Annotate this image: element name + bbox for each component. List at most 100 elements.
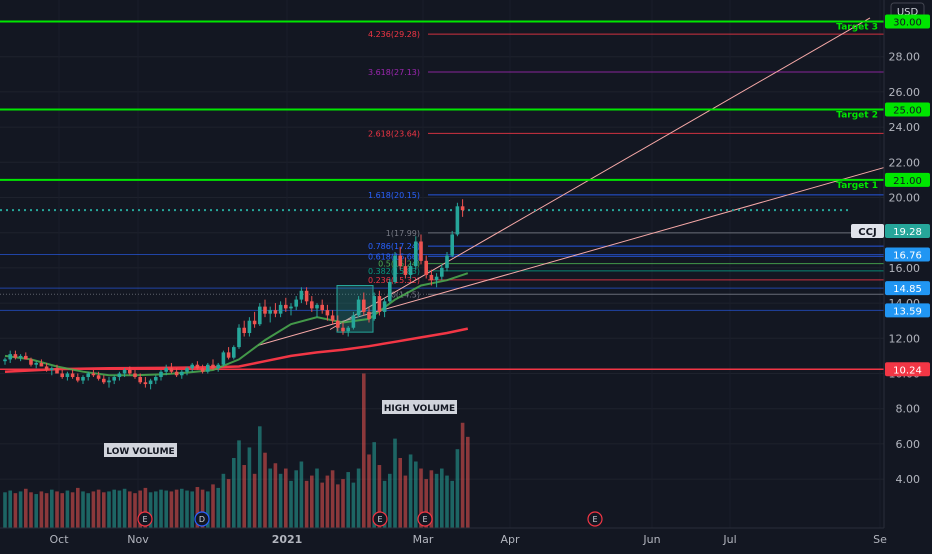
candle-body [76, 377, 80, 381]
support-price-tag-bg [885, 362, 930, 377]
price-tags: CCJ 19.28 30.00 25.00 21.00 10.24 16.76 14.85… [851, 14, 930, 377]
symbol-tag-bg [851, 224, 884, 238]
volume-bar [330, 470, 335, 528]
symbol-tag: CCJ [858, 227, 876, 238]
earnings-marker[interactable] [587, 511, 603, 527]
volume-bar [299, 461, 304, 528]
candle-body [159, 371, 163, 378]
candle-body [351, 315, 356, 328]
candle-body [460, 206, 465, 211]
y-tick-label: 6.00 [896, 438, 921, 451]
volume-bar [252, 473, 257, 528]
x-tick-label: Mar [413, 533, 434, 546]
trend-line-steep[interactable] [329, 17, 871, 330]
volume-bar [434, 473, 439, 528]
candle-body [232, 347, 236, 358]
volume-bar [372, 442, 376, 528]
volume-bar [221, 473, 226, 528]
volume-bar [336, 484, 340, 528]
volume-bar [13, 493, 18, 528]
volume-bar [341, 479, 345, 528]
earnings-marker[interactable] [372, 511, 388, 527]
y-tick-label: 12.00 [889, 332, 921, 345]
last-price-tag-bg [885, 224, 930, 238]
fib-level-label: 1(17.99) [386, 229, 420, 238]
candle-body [65, 373, 70, 378]
volume-bar [65, 490, 70, 528]
volume-bar [96, 489, 101, 528]
volume-bar [122, 488, 127, 528]
time-axis[interactable]: Oct Nov 2021 Mar Apr Jun Jul Se [0, 527, 887, 546]
volume-bar [86, 493, 90, 528]
y-tick-label: 8.00 [896, 403, 921, 416]
candle-body [154, 377, 158, 381]
high-volume-label: HIGH VOLUME [384, 404, 455, 414]
volume-bar [424, 479, 428, 528]
volume-bar [154, 491, 158, 528]
y-tick-label: 26.00 [889, 86, 921, 99]
level-price-tag: 16.76 [893, 251, 922, 262]
candle-body [263, 306, 267, 314]
volume-bar [398, 457, 402, 528]
short-moving-average [4, 272, 469, 377]
grid [0, 56, 884, 480]
earnings-marker[interactable] [137, 511, 153, 527]
low-volume-label-bg [104, 443, 177, 457]
candle-body [190, 364, 194, 369]
target-price-tag-bg [885, 172, 930, 187]
candle-body [117, 373, 122, 378]
x-tick-label: Apr [500, 533, 520, 546]
dividend-marker[interactable] [194, 511, 210, 527]
volume-bar [268, 468, 272, 528]
volume-bar [294, 470, 298, 528]
volume-bar [284, 468, 288, 528]
volume-bar [148, 492, 153, 528]
level-price-tag-bg [885, 281, 930, 296]
candle-body [138, 377, 142, 383]
trend-lines[interactable] [257, 17, 885, 346]
volume-bar [320, 482, 324, 528]
candle-body [336, 320, 340, 328]
trend-line-shallow[interactable] [257, 167, 885, 346]
level-price-tag-bg [885, 247, 930, 262]
event-marker-label: E [142, 515, 147, 524]
volume-bar [304, 480, 309, 528]
volume-bar [466, 436, 470, 528]
event-marker-label: E [592, 515, 597, 524]
candle-body [174, 371, 179, 376]
volume-bar [102, 492, 106, 528]
currency-label: USD [897, 7, 919, 18]
candle-body [414, 241, 418, 267]
candle-body [24, 355, 28, 360]
candle-body [226, 352, 231, 358]
earnings-marker[interactable] [417, 511, 433, 527]
volume-bar [50, 489, 54, 528]
candle-body [258, 306, 262, 325]
volume-bar [419, 468, 423, 528]
candle-body [195, 364, 200, 369]
candle-body [164, 368, 168, 372]
volume-bar [278, 473, 283, 528]
fib-level-label: 3.618(27.13) [368, 68, 420, 77]
volume-bar [460, 422, 465, 528]
volume-bar [403, 475, 408, 528]
volume-bar [362, 373, 366, 528]
candle-body [112, 377, 116, 381]
candle-body [128, 369, 132, 374]
volume-bar [429, 470, 434, 528]
volume-bar [29, 492, 33, 528]
target-label: Target 2 [836, 111, 878, 121]
candle-body [3, 359, 7, 362]
fib-level-label: 0.786(17.24) [368, 242, 420, 251]
text-annotations[interactable]: HIGH VOLUME LOW VOLUME [104, 400, 457, 457]
target-lines[interactable]: Target 3 Target 2 Target 1 [0, 20, 884, 371]
candle-body [304, 290, 309, 302]
candle-body [34, 362, 38, 365]
candle-body [50, 368, 54, 370]
volume-bar [216, 487, 220, 528]
volume-bar [34, 494, 38, 528]
volume-bar [226, 479, 231, 528]
